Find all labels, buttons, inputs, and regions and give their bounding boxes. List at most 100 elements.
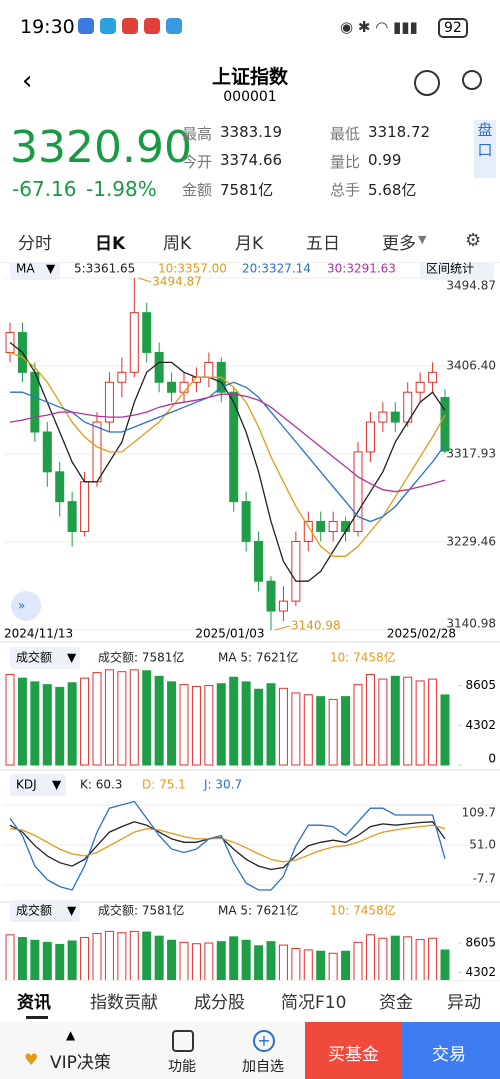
battery: 92 — [438, 18, 468, 38]
range-button — [420, 262, 494, 280]
annotation-leader — [274, 625, 291, 631]
volume-bar — [154, 935, 164, 980]
candle-body — [104, 381, 114, 423]
nav-item[interactable]: 加自选 — [242, 1059, 284, 1075]
stat-value: 3318.72 — [368, 123, 431, 141]
trade-bg — [402, 1022, 500, 1079]
side-button[interactable]: 盘口 — [474, 120, 496, 178]
bottom-tab[interactable]: 指数贡献 — [90, 993, 158, 1013]
nav-item[interactable]: 买基金 — [328, 1045, 379, 1065]
ma-line — [9, 341, 446, 582]
nav-item[interactable]: 交易 — [432, 1045, 466, 1065]
up-arrow: ▲ — [66, 1028, 76, 1042]
volume-bar — [179, 941, 189, 980]
volume-bar — [390, 675, 400, 766]
volume-bar — [179, 684, 189, 766]
volume-bar — [92, 932, 102, 980]
indicator-button — [10, 774, 66, 796]
bottom-tab[interactable]: 异动 — [447, 993, 481, 1013]
bottom-tab[interactable]: 资讯 — [17, 993, 51, 1013]
volume-bar — [316, 696, 326, 766]
volume-bar — [5, 934, 15, 980]
volume-bar — [55, 686, 65, 766]
volume-bar — [403, 936, 413, 980]
y-tick-label: 3140.98 — [446, 616, 496, 630]
volume-bar — [254, 688, 264, 766]
kdj-line — [9, 821, 446, 871]
bottom-tab[interactable]: 成分股 — [194, 993, 245, 1013]
volume-bar — [440, 694, 450, 766]
y-tick-label: 51.0 — [469, 838, 496, 852]
volume-bar — [80, 677, 90, 766]
volume-bar — [365, 934, 375, 980]
code: 000001 — [223, 89, 277, 105]
arrow: ▼ — [67, 904, 77, 918]
bottom-tab[interactable]: 资金 — [379, 993, 413, 1013]
y-tick-label: 3317.93 — [446, 446, 496, 460]
period-tab[interactable]: 分时 — [18, 234, 52, 254]
candle-body — [67, 501, 77, 532]
nav-item[interactable]: VIP决策 — [50, 1053, 111, 1073]
ma-legend: 5:3361.65 — [74, 262, 135, 276]
stat-label: 今开 — [182, 153, 213, 171]
y-tick-label: -7.7 — [473, 871, 496, 885]
date-label: 2024/11/13 — [4, 627, 73, 641]
stat-value: 3383.19 — [220, 123, 283, 141]
settings-button[interactable]: ⚙ — [465, 230, 482, 251]
period-tab[interactable]: 更多 — [382, 234, 416, 254]
vol-legend: 10: 7458亿 — [330, 650, 396, 665]
volume-bar — [291, 692, 301, 766]
volume-bar — [42, 941, 52, 980]
nav-item[interactable]: 功能 — [168, 1059, 196, 1075]
period-tab[interactable]: 日K — [95, 234, 126, 254]
volume-bar — [191, 943, 201, 980]
bottom-tab[interactable]: 简况F10 — [281, 993, 347, 1013]
status-signal: ◉ ✱ ◠ ▮▮▮ — [340, 18, 418, 36]
candle-body — [167, 381, 177, 393]
period-tab[interactable]: 周K — [163, 234, 192, 254]
volume-bar — [191, 685, 201, 766]
volume-bar — [415, 939, 425, 980]
stat-label: 量比 — [330, 153, 361, 171]
refresh-button[interactable] — [414, 70, 440, 96]
back-button[interactable]: ‹ — [22, 66, 33, 96]
period-tab[interactable]: 月K — [235, 234, 264, 254]
volume-bar — [17, 677, 27, 766]
kdj-line — [9, 824, 446, 863]
volume-bar — [129, 930, 139, 980]
stat-label: 最低 — [330, 125, 361, 143]
volume-bar — [303, 694, 313, 766]
stat-label: 最高 — [182, 125, 213, 143]
divider — [0, 262, 500, 263]
y-tick-label: 4302 — [465, 718, 496, 732]
candle-body — [266, 580, 276, 612]
volume-bar — [390, 935, 400, 980]
volume-bar — [204, 942, 214, 980]
volume-bar — [341, 950, 351, 980]
indicator-label: KDJ — [16, 778, 37, 792]
volume-bar — [278, 944, 288, 980]
volume-bar — [5, 673, 15, 766]
volume-bar — [378, 937, 388, 980]
y-tick-label: 8605 — [465, 678, 496, 692]
status-icons — [78, 18, 188, 38]
vol-title: 成交额 — [16, 903, 52, 918]
volume-bar — [80, 937, 90, 980]
indicator-button — [10, 900, 80, 922]
volume-bar — [341, 696, 351, 766]
volume-bar — [303, 949, 313, 980]
volume-bar — [129, 669, 139, 766]
period-tab[interactable]: 五日 — [306, 234, 340, 254]
search-button[interactable] — [462, 70, 482, 90]
volume-bar — [403, 676, 413, 766]
volume-bar — [167, 681, 177, 766]
volume-bar — [316, 950, 326, 980]
stat-value: 0.99 — [368, 151, 402, 169]
function-icon — [172, 1030, 194, 1052]
expand-icon: » — [18, 599, 25, 613]
volume-bar — [353, 684, 363, 766]
candle-body — [415, 381, 425, 393]
ma-legend: 20:3327.14 — [242, 262, 311, 276]
add-icon: + — [253, 1030, 275, 1052]
volume-bar — [241, 939, 251, 980]
